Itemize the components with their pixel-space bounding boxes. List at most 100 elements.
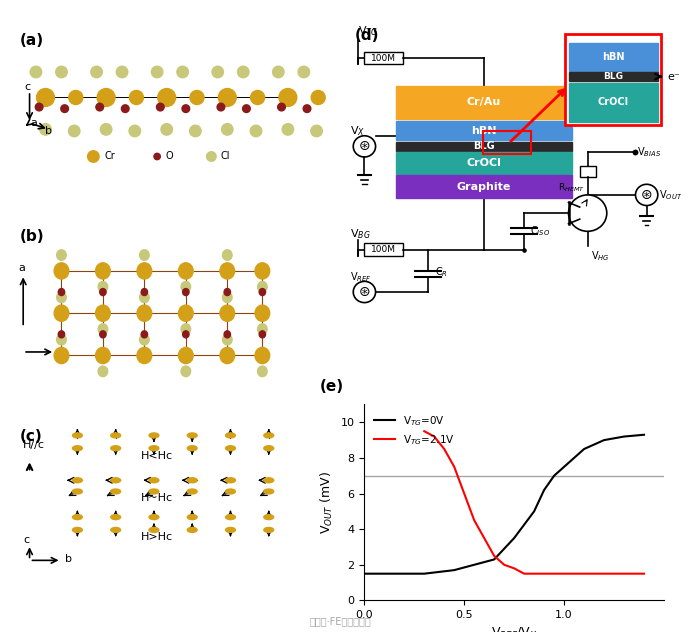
Circle shape bbox=[242, 105, 250, 112]
Circle shape bbox=[187, 528, 197, 532]
Circle shape bbox=[264, 514, 274, 520]
V$_{TG}$=2.1V bbox=[460, 490, 469, 497]
Circle shape bbox=[187, 478, 197, 483]
Bar bbox=[364, 52, 402, 64]
Circle shape bbox=[255, 305, 270, 321]
Circle shape bbox=[149, 489, 159, 494]
Text: V$_X$: V$_X$ bbox=[350, 125, 365, 138]
V$_{TG}$=2.1V bbox=[480, 534, 488, 542]
Text: H<Hc: H<Hc bbox=[141, 451, 173, 461]
V$_{TG}$=0V bbox=[620, 433, 628, 441]
Circle shape bbox=[183, 331, 189, 338]
Text: c: c bbox=[23, 535, 29, 545]
Circle shape bbox=[161, 124, 172, 135]
Text: V$_{BG}$: V$_{BG}$ bbox=[350, 228, 370, 241]
Circle shape bbox=[111, 446, 121, 451]
Circle shape bbox=[116, 66, 128, 78]
Circle shape bbox=[72, 514, 82, 520]
Circle shape bbox=[39, 124, 51, 135]
Circle shape bbox=[157, 103, 164, 111]
Circle shape bbox=[279, 88, 297, 106]
Circle shape bbox=[278, 103, 285, 111]
Text: a: a bbox=[18, 263, 25, 273]
Line: V$_{TG}$=2.1V: V$_{TG}$=2.1V bbox=[424, 431, 644, 574]
Circle shape bbox=[257, 324, 267, 334]
Circle shape bbox=[98, 324, 108, 334]
Circle shape bbox=[272, 66, 284, 78]
Circle shape bbox=[154, 154, 160, 160]
V$_{TG}$=0V bbox=[570, 454, 578, 462]
Circle shape bbox=[183, 289, 189, 296]
Circle shape bbox=[149, 528, 159, 532]
Circle shape bbox=[37, 88, 54, 106]
Circle shape bbox=[69, 125, 80, 137]
Text: CrOCl: CrOCl bbox=[466, 158, 501, 168]
Circle shape bbox=[187, 489, 197, 494]
Circle shape bbox=[54, 348, 69, 363]
Circle shape bbox=[255, 348, 270, 363]
V$_{TG}$=0V bbox=[550, 472, 558, 480]
Circle shape bbox=[72, 433, 82, 438]
Text: c: c bbox=[24, 82, 30, 92]
V$_{TG}$=2.1V bbox=[580, 570, 588, 578]
Circle shape bbox=[129, 90, 144, 104]
Circle shape bbox=[129, 125, 140, 137]
Circle shape bbox=[95, 305, 110, 321]
Text: b: b bbox=[45, 126, 52, 136]
Circle shape bbox=[311, 125, 322, 137]
Text: BLG: BLG bbox=[603, 72, 623, 81]
Circle shape bbox=[225, 478, 236, 483]
Circle shape bbox=[223, 250, 232, 260]
V$_{TG}$=2.1V bbox=[640, 570, 648, 578]
Circle shape bbox=[137, 348, 152, 363]
Circle shape bbox=[97, 88, 115, 106]
V$_{TG}$=2.1V bbox=[540, 570, 548, 578]
V$_{TG}$=0V bbox=[640, 431, 648, 439]
Circle shape bbox=[259, 289, 266, 296]
V$_{TG}$=2.1V bbox=[510, 564, 518, 572]
Line: V$_{TG}$=0V: V$_{TG}$=0V bbox=[364, 435, 644, 574]
Circle shape bbox=[96, 103, 104, 111]
Circle shape bbox=[181, 324, 191, 334]
Circle shape bbox=[220, 305, 235, 321]
V$_{TG}$=0V bbox=[470, 561, 478, 569]
Text: V$_{TG}$: V$_{TG}$ bbox=[358, 24, 378, 38]
Circle shape bbox=[140, 250, 149, 260]
Circle shape bbox=[140, 334, 149, 345]
Bar bbox=[569, 43, 658, 71]
Circle shape bbox=[187, 433, 197, 438]
Circle shape bbox=[56, 66, 67, 78]
Circle shape bbox=[98, 366, 108, 377]
Text: (e): (e) bbox=[319, 379, 343, 394]
Circle shape bbox=[57, 334, 66, 345]
Bar bbox=[396, 175, 572, 198]
Text: BLG: BLG bbox=[473, 142, 495, 152]
Text: C$_R$: C$_R$ bbox=[434, 265, 447, 279]
Circle shape bbox=[264, 528, 274, 532]
Text: H//c: H//c bbox=[23, 441, 45, 450]
Text: ⊛: ⊛ bbox=[359, 285, 370, 299]
Circle shape bbox=[264, 478, 274, 483]
Text: V$_{OUT}$: V$_{OUT}$ bbox=[659, 188, 681, 202]
Circle shape bbox=[189, 125, 201, 137]
V$_{TG}$=2.1V bbox=[520, 570, 528, 578]
Bar bbox=[364, 243, 402, 255]
Text: CrOCl: CrOCl bbox=[598, 97, 629, 107]
Circle shape bbox=[264, 433, 274, 438]
V$_{TG}$=2.1V bbox=[500, 561, 508, 569]
Circle shape bbox=[190, 90, 204, 104]
V$_{TG}$=0V bbox=[510, 534, 518, 542]
Circle shape bbox=[264, 489, 274, 494]
Circle shape bbox=[72, 489, 82, 494]
Circle shape bbox=[224, 331, 230, 338]
Text: 100M: 100M bbox=[371, 245, 396, 254]
Circle shape bbox=[99, 289, 106, 296]
Circle shape bbox=[187, 446, 197, 451]
Text: (b): (b) bbox=[20, 229, 45, 243]
Text: C$_{ISO}$: C$_{ISO}$ bbox=[530, 224, 550, 238]
X-axis label: V$_{REF}$/V$_X$: V$_{REF}$/V$_X$ bbox=[491, 626, 537, 632]
Circle shape bbox=[250, 125, 262, 137]
Circle shape bbox=[111, 489, 121, 494]
Circle shape bbox=[100, 124, 112, 135]
Circle shape bbox=[72, 478, 82, 483]
